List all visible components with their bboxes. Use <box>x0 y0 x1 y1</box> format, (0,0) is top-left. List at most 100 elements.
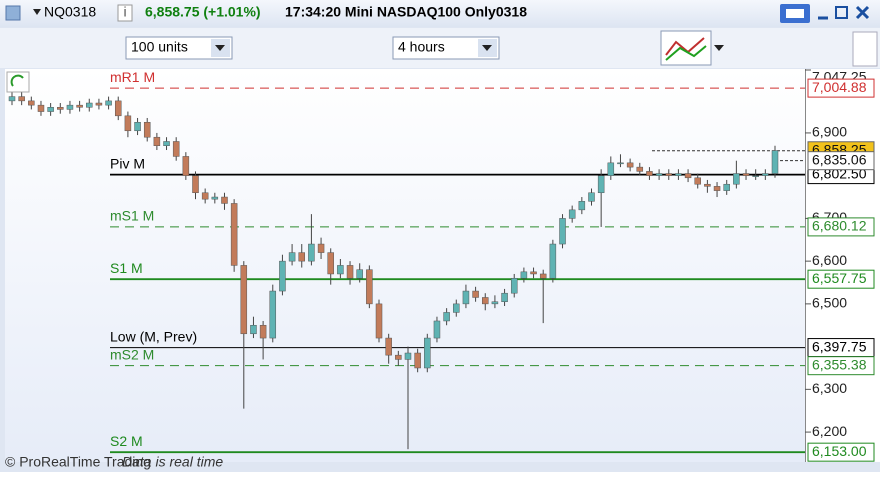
time-title: 17:34:20 Mini NASDAQ100 Only0318 <box>285 4 527 20</box>
candle-body <box>57 107 64 110</box>
candle-body <box>8 96 16 102</box>
candle-body <box>18 96 25 102</box>
units-value: 100 units <box>131 39 188 55</box>
candle-body <box>762 173 769 176</box>
candle-body <box>482 297 489 305</box>
candle-body <box>559 218 566 245</box>
candle-body <box>201 192 209 200</box>
level-name: S1 M <box>110 260 143 276</box>
candle-body <box>288 252 296 262</box>
candle-body <box>510 277 518 294</box>
candle-body <box>163 141 170 147</box>
candle-body <box>385 337 392 356</box>
candle-body <box>530 271 537 275</box>
grip-icon[interactable] <box>5 5 21 21</box>
level-box <box>807 442 875 462</box>
level-name: mS1 M <box>110 208 154 224</box>
period-arrow <box>482 45 492 51</box>
candle-body <box>269 290 277 339</box>
level-value: 6,397.75 <box>812 338 867 354</box>
candle-body <box>520 271 528 279</box>
candle-body <box>597 175 605 194</box>
candle-body <box>491 301 499 305</box>
candle-body <box>47 107 54 112</box>
candle-body <box>153 136 161 147</box>
symbol-menu[interactable] <box>33 9 41 15</box>
refresh-button[interactable] <box>6 71 30 93</box>
candle-body <box>356 269 363 279</box>
title-bar <box>0 0 880 27</box>
candle-body <box>114 100 122 117</box>
candle-body <box>636 166 644 172</box>
candle-body <box>433 320 441 339</box>
candle-body <box>37 104 45 112</box>
candle-body <box>646 171 653 176</box>
candle-body <box>568 209 576 219</box>
level-name: Low (M, Prev) <box>110 328 197 344</box>
candle-body <box>279 260 286 292</box>
candle-body <box>337 265 344 275</box>
candle-body <box>211 196 219 200</box>
level-name: Piv M <box>110 155 145 171</box>
y-tick-label: 6,300 <box>812 380 847 396</box>
indicator-glyph <box>665 37 705 56</box>
close-button[interactable] <box>855 5 870 20</box>
candle-body <box>694 177 701 185</box>
candle-body <box>752 175 759 177</box>
candle-body <box>375 303 383 339</box>
candle-body <box>539 273 547 279</box>
y-tick-label: 6,900 <box>812 124 847 140</box>
candle-body <box>713 186 721 191</box>
candle-body <box>124 115 132 132</box>
candle-body <box>665 173 673 176</box>
price: 6,858.75 (+1.01%) <box>145 4 261 20</box>
y-tick-label: 6,500 <box>812 295 847 311</box>
candle-body <box>742 173 750 176</box>
indicator-glyph <box>665 45 707 61</box>
y-tick-label: 6,600 <box>812 252 847 268</box>
candle-body <box>704 183 711 187</box>
candle-body <box>86 102 93 108</box>
candle-body <box>675 173 682 176</box>
candle-body <box>28 100 35 106</box>
candle-body <box>192 175 199 194</box>
candle-body <box>501 292 508 302</box>
indicator-menu[interactable] <box>714 45 724 51</box>
candle-body <box>578 201 586 211</box>
candle-body <box>105 100 112 106</box>
candle-body <box>588 192 595 202</box>
candle-body <box>134 121 141 132</box>
candle-body <box>182 156 190 176</box>
level-name: S2 M <box>110 433 143 449</box>
candle-body <box>607 162 615 176</box>
candle-body <box>317 243 325 253</box>
level-value: 7,004.88 <box>812 79 867 95</box>
candle-body <box>327 252 334 275</box>
candle-body <box>626 162 634 168</box>
candle-body <box>230 203 238 266</box>
refresh-glyph <box>10 74 24 87</box>
marker-box <box>807 151 875 171</box>
candle-body <box>472 290 479 298</box>
symbol: NQ0318 <box>44 4 96 20</box>
candle-body <box>66 104 74 110</box>
units-arrow <box>215 45 225 51</box>
side-button[interactable] <box>852 31 878 67</box>
period-dropdown[interactable] <box>392 36 500 60</box>
candle-body <box>404 352 412 360</box>
candle-body <box>443 312 450 322</box>
candle-body <box>655 173 663 176</box>
candle-body <box>723 183 730 191</box>
level-box <box>807 78 875 98</box>
units-dropdown[interactable] <box>125 36 233 60</box>
candle-body <box>733 173 740 185</box>
level-box <box>807 269 875 289</box>
period-value: 4 hours <box>398 39 445 55</box>
maximize-button[interactable] <box>835 6 848 19</box>
data-note: Data is real time <box>122 454 223 470</box>
info-glyph: i <box>123 4 126 20</box>
level-name: mR1 M <box>110 69 155 85</box>
info-icon[interactable] <box>117 4 133 22</box>
candle-body <box>453 303 460 313</box>
